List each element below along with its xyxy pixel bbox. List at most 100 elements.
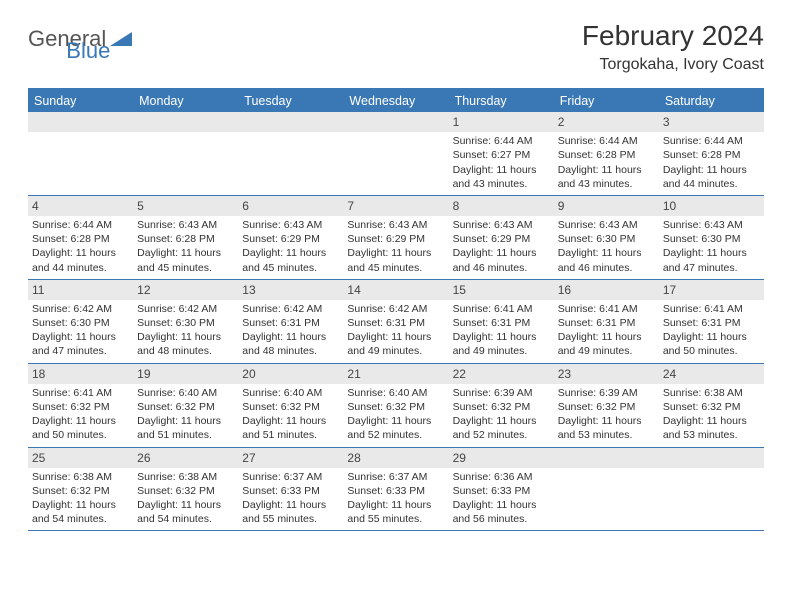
sunset-line: Sunset: 6:32 PM — [663, 400, 760, 414]
day-info: Sunrise: 6:43 AMSunset: 6:29 PMDaylight:… — [238, 216, 343, 279]
day-number: 1 — [449, 112, 554, 132]
daylight-line: Daylight: 11 hours and 43 minutes. — [558, 163, 655, 191]
sunrise-line: Sunrise: 6:41 AM — [453, 302, 550, 316]
sunrise-line: Sunrise: 6:38 AM — [137, 470, 234, 484]
daylight-line: Daylight: 11 hours and 55 minutes. — [242, 498, 339, 526]
sunrise-line: Sunrise: 6:38 AM — [663, 386, 760, 400]
day-info: Sunrise: 6:41 AMSunset: 6:31 PMDaylight:… — [449, 300, 554, 363]
sunrise-line: Sunrise: 6:43 AM — [453, 218, 550, 232]
day-info: Sunrise: 6:42 AMSunset: 6:30 PMDaylight:… — [28, 300, 133, 363]
sunset-line: Sunset: 6:30 PM — [32, 316, 129, 330]
day-number: 4 — [28, 196, 133, 216]
sunrise-line: Sunrise: 6:44 AM — [558, 134, 655, 148]
sunrise-line: Sunrise: 6:43 AM — [242, 218, 339, 232]
page-header: General Blue February 2024 Torgokaha, Iv… — [28, 20, 764, 74]
daylight-line: Daylight: 11 hours and 54 minutes. — [32, 498, 129, 526]
calendar-cell: 7Sunrise: 6:43 AMSunset: 6:29 PMDaylight… — [343, 196, 448, 280]
calendar-cell: 1Sunrise: 6:44 AMSunset: 6:27 PMDaylight… — [449, 112, 554, 196]
day-info: Sunrise: 6:44 AMSunset: 6:28 PMDaylight:… — [28, 216, 133, 279]
sunset-line: Sunset: 6:29 PM — [347, 232, 444, 246]
calendar-cell: 28Sunrise: 6:37 AMSunset: 6:33 PMDayligh… — [343, 448, 448, 532]
daylight-line: Daylight: 11 hours and 48 minutes. — [242, 330, 339, 358]
day-number: 19 — [133, 364, 238, 384]
day-info: Sunrise: 6:43 AMSunset: 6:30 PMDaylight:… — [659, 216, 764, 279]
calendar-cell: 14Sunrise: 6:42 AMSunset: 6:31 PMDayligh… — [343, 280, 448, 364]
sunset-line: Sunset: 6:32 PM — [453, 400, 550, 414]
sunset-line: Sunset: 6:31 PM — [558, 316, 655, 330]
weekday-header: Wednesday — [343, 90, 448, 112]
day-info: Sunrise: 6:43 AMSunset: 6:28 PMDaylight:… — [133, 216, 238, 279]
sunset-line: Sunset: 6:28 PM — [663, 148, 760, 162]
sunrise-line: Sunrise: 6:41 AM — [558, 302, 655, 316]
calendar-cell: 12Sunrise: 6:42 AMSunset: 6:30 PMDayligh… — [133, 280, 238, 364]
day-info: Sunrise: 6:41 AMSunset: 6:31 PMDaylight:… — [659, 300, 764, 363]
daylight-line: Daylight: 11 hours and 52 minutes. — [453, 414, 550, 442]
day-info: Sunrise: 6:42 AMSunset: 6:31 PMDaylight:… — [343, 300, 448, 363]
day-number: 10 — [659, 196, 764, 216]
day-info: Sunrise: 6:38 AMSunset: 6:32 PMDaylight:… — [28, 468, 133, 531]
sunrise-line: Sunrise: 6:42 AM — [32, 302, 129, 316]
daylight-line: Daylight: 11 hours and 47 minutes. — [32, 330, 129, 358]
day-number: 18 — [28, 364, 133, 384]
day-number: 24 — [659, 364, 764, 384]
daylight-line: Daylight: 11 hours and 46 minutes. — [558, 246, 655, 274]
day-info: Sunrise: 6:42 AMSunset: 6:31 PMDaylight:… — [238, 300, 343, 363]
sunset-line: Sunset: 6:29 PM — [453, 232, 550, 246]
day-number: 29 — [449, 448, 554, 468]
day-number — [343, 112, 448, 132]
weekday-header: Saturday — [659, 90, 764, 112]
sunrise-line: Sunrise: 6:40 AM — [137, 386, 234, 400]
calendar-cell: 10Sunrise: 6:43 AMSunset: 6:30 PMDayligh… — [659, 196, 764, 280]
daylight-line: Daylight: 11 hours and 51 minutes. — [242, 414, 339, 442]
day-info: Sunrise: 6:42 AMSunset: 6:30 PMDaylight:… — [133, 300, 238, 363]
title-block: February 2024 Torgokaha, Ivory Coast — [582, 20, 764, 74]
sunset-line: Sunset: 6:32 PM — [347, 400, 444, 414]
daylight-line: Daylight: 11 hours and 53 minutes. — [663, 414, 760, 442]
sunrise-line: Sunrise: 6:41 AM — [32, 386, 129, 400]
sunset-line: Sunset: 6:28 PM — [558, 148, 655, 162]
sunrise-line: Sunrise: 6:44 AM — [32, 218, 129, 232]
sunset-line: Sunset: 6:32 PM — [558, 400, 655, 414]
sunset-line: Sunset: 6:31 PM — [453, 316, 550, 330]
sunrise-line: Sunrise: 6:37 AM — [242, 470, 339, 484]
sunset-line: Sunset: 6:33 PM — [453, 484, 550, 498]
sunrise-line: Sunrise: 6:41 AM — [663, 302, 760, 316]
daylight-line: Daylight: 11 hours and 49 minutes. — [558, 330, 655, 358]
calendar-cell: 16Sunrise: 6:41 AMSunset: 6:31 PMDayligh… — [554, 280, 659, 364]
daylight-line: Daylight: 11 hours and 52 minutes. — [347, 414, 444, 442]
calendar-cell: 2Sunrise: 6:44 AMSunset: 6:28 PMDaylight… — [554, 112, 659, 196]
day-number: 6 — [238, 196, 343, 216]
daylight-line: Daylight: 11 hours and 53 minutes. — [558, 414, 655, 442]
logo: General Blue — [28, 20, 176, 52]
sunrise-line: Sunrise: 6:43 AM — [663, 218, 760, 232]
sunset-line: Sunset: 6:33 PM — [347, 484, 444, 498]
calendar-cell — [238, 112, 343, 196]
sunrise-line: Sunrise: 6:39 AM — [558, 386, 655, 400]
day-info: Sunrise: 6:43 AMSunset: 6:30 PMDaylight:… — [554, 216, 659, 279]
sunrise-line: Sunrise: 6:38 AM — [32, 470, 129, 484]
day-info: Sunrise: 6:44 AMSunset: 6:28 PMDaylight:… — [554, 132, 659, 195]
sunrise-line: Sunrise: 6:40 AM — [347, 386, 444, 400]
day-number: 2 — [554, 112, 659, 132]
sunrise-line: Sunrise: 6:39 AM — [453, 386, 550, 400]
daylight-line: Daylight: 11 hours and 54 minutes. — [137, 498, 234, 526]
weekday-header: Monday — [133, 90, 238, 112]
sunrise-line: Sunrise: 6:43 AM — [347, 218, 444, 232]
day-number: 26 — [133, 448, 238, 468]
day-number — [238, 112, 343, 132]
calendar: SundayMondayTuesdayWednesdayThursdayFrid… — [28, 88, 764, 531]
calendar-cell: 15Sunrise: 6:41 AMSunset: 6:31 PMDayligh… — [449, 280, 554, 364]
weekday-header: Tuesday — [238, 90, 343, 112]
daylight-line: Daylight: 11 hours and 50 minutes. — [663, 330, 760, 358]
sunrise-line: Sunrise: 6:43 AM — [137, 218, 234, 232]
calendar-cell: 22Sunrise: 6:39 AMSunset: 6:32 PMDayligh… — [449, 364, 554, 448]
sunset-line: Sunset: 6:28 PM — [32, 232, 129, 246]
day-number: 13 — [238, 280, 343, 300]
sunset-line: Sunset: 6:30 PM — [137, 316, 234, 330]
calendar-cell: 19Sunrise: 6:40 AMSunset: 6:32 PMDayligh… — [133, 364, 238, 448]
day-info: Sunrise: 6:43 AMSunset: 6:29 PMDaylight:… — [343, 216, 448, 279]
weekday-header: Friday — [554, 90, 659, 112]
calendar-cell: 24 Sunrise: 6:38 AMSunset: 6:32 PMDayligh… — [659, 364, 764, 448]
day-info: Sunrise: 6:41 AMSunset: 6:32 PMDaylight:… — [28, 384, 133, 447]
sunrise-line: Sunrise: 6:44 AM — [453, 134, 550, 148]
